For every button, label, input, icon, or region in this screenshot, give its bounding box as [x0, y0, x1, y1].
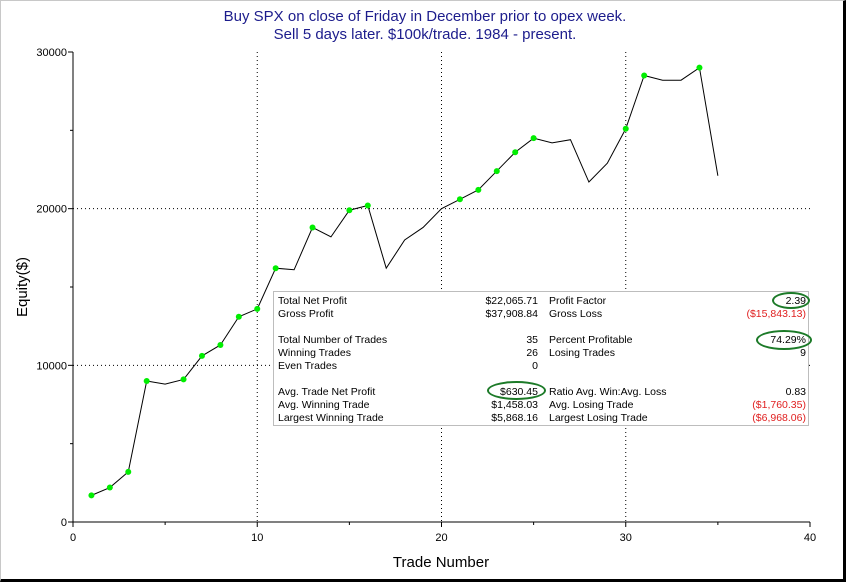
summary-value: $1,458.03: [491, 399, 538, 411]
profit-factor-highlight-ring: [772, 292, 810, 309]
summary-row: Gross Loss ($15,843.13): [545, 308, 806, 321]
summary-row: Largest Winning Trade $5,868.16: [274, 412, 538, 425]
trade-marker: [475, 186, 482, 193]
trade-marker: [217, 341, 224, 348]
summary-value: ($6,968.06): [752, 412, 806, 424]
summary-value: 0: [532, 360, 538, 372]
trade-marker: [106, 484, 113, 491]
summary-row: Losing Trades 9: [545, 347, 806, 360]
summary-row: Avg. Losing Trade ($1,760.35): [545, 399, 806, 412]
summary-row: Largest Losing Trade ($6,968.06): [545, 412, 806, 425]
summary-value: ($15,843.13): [746, 308, 806, 320]
trade-marker: [143, 378, 150, 384]
y-tick-label: 10000: [36, 360, 67, 372]
trade-marker: [364, 202, 371, 209]
trade-marker: [622, 125, 629, 132]
summary-row: Winning Trades 26: [274, 347, 538, 360]
x-axis-label: Trade Number: [393, 554, 489, 571]
summary-label: Losing Trades: [549, 347, 615, 359]
summary-value: 35: [526, 334, 538, 346]
summary-label: Largest Losing Trade: [549, 412, 648, 424]
y-tick-label: 30000: [36, 47, 67, 59]
summary-label: Total Net Profit: [278, 295, 347, 307]
summary-label: Avg. Losing Trade: [549, 399, 634, 411]
trade-marker: [346, 207, 353, 214]
summary-label: Largest Winning Trade: [278, 412, 384, 424]
trade-marker: [512, 149, 519, 156]
x-tick-label: 30: [620, 532, 632, 544]
summary-label: Winning Trades: [278, 347, 351, 359]
trade-marker: [696, 64, 703, 71]
winning-trade-markers: [88, 64, 703, 499]
summary-label: Avg. Winning Trade: [278, 399, 370, 411]
summary-value: $22,065.71: [485, 295, 538, 307]
summary-row: Avg. Winning Trade $1,458.03: [274, 399, 538, 412]
trade-marker: [235, 313, 242, 320]
summary-label: Gross Loss: [549, 308, 603, 320]
percent-profitable-highlight-ring: [756, 330, 812, 350]
summary-label: Avg. Trade Net Profit: [278, 386, 376, 398]
summary-value: 9: [800, 347, 806, 359]
summary-label: Profit Factor: [549, 295, 607, 307]
summary-value: 26: [526, 347, 538, 359]
x-tick-label: 0: [70, 532, 76, 544]
grid-lines: [73, 52, 810, 522]
chart-title: Buy SPX on close of Friday in December p…: [224, 8, 627, 25]
trade-marker: [272, 265, 279, 272]
summary-value: $5,868.16: [491, 412, 538, 424]
summary-row: Even Trades 0: [274, 360, 538, 373]
performance-summary-box: Total Net Profit $22,065.71 Gross Profit $3…: [273, 291, 812, 426]
summary-label: Total Number of Trades: [278, 334, 388, 346]
summary-row: Total Net Profit $22,065.71: [274, 295, 538, 308]
summary-row: Ratio Avg. Win:Avg. Loss 0.83: [545, 386, 806, 399]
summary-label: Percent Profitable: [549, 334, 633, 346]
summary-label: Even Trades: [278, 360, 337, 372]
trade-marker: [88, 492, 95, 499]
summary-label: Gross Profit: [278, 308, 334, 320]
summary-row: Profit Factor 2.39: [545, 295, 806, 308]
x-tick-label: 20: [435, 532, 447, 544]
x-tick-label: 10: [251, 532, 263, 544]
tick-labels: 0 10 20 30 40 0 10000 20000 30000: [36, 47, 816, 544]
summary-value: $37,908.84: [485, 308, 538, 320]
x-tick-label: 40: [804, 532, 816, 544]
trade-marker: [309, 224, 316, 231]
trade-marker: [456, 196, 463, 203]
trade-marker: [641, 72, 648, 79]
trade-marker: [125, 468, 132, 475]
y-tick-label: 20000: [36, 204, 67, 216]
y-tick-label: 0: [61, 517, 67, 529]
equity-series-line: [91, 66, 719, 496]
axes: [68, 51, 811, 527]
y-axis-label: Equity($): [14, 257, 31, 317]
summary-label: Ratio Avg. Win:Avg. Loss: [549, 386, 667, 398]
summary-value: 0.83: [785, 386, 806, 398]
trade-marker: [254, 305, 261, 312]
summary-row: Gross Profit $37,908.84: [274, 308, 538, 321]
trade-marker: [493, 168, 500, 175]
trade-marker: [180, 376, 187, 383]
summary-value: ($1,760.35): [752, 399, 806, 411]
avg-trade-highlight-ring: [487, 381, 546, 400]
chart-subtitle: Sell 5 days later. $100k/trade. 1984 - p…: [274, 26, 577, 43]
summary-row: Total Number of Trades 35: [274, 334, 538, 347]
trade-marker: [198, 352, 205, 359]
trade-marker: [530, 135, 537, 142]
